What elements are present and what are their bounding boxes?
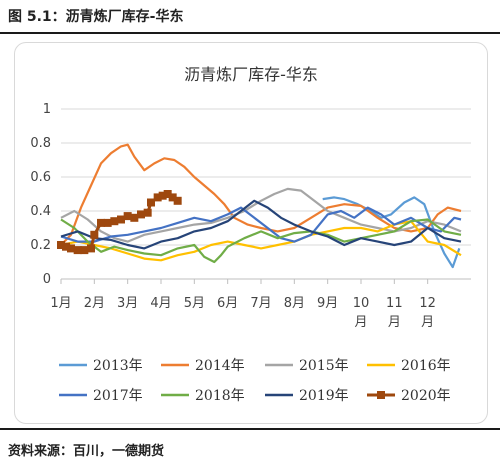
series-marker-2020 [73, 246, 82, 255]
chart-frame: 沥青炼厂库存-华东 0 0.2 0.4 0.6 0.8 1 1月 2月 3月 4月 5月 6月 7月 8月… [14, 42, 488, 424]
series-line-2014 [60, 143, 462, 246]
figure-title: 图 5.1：沥青炼厂库存-华东 [8, 9, 184, 25]
series-marker-2020 [147, 198, 155, 207]
x-tick-label-line2: 月 [421, 315, 434, 330]
legend-label: 2020年 [401, 388, 451, 404]
x-tick-label: 11 [386, 296, 403, 311]
x-tick-label: 1月 [50, 296, 71, 311]
x-tick-label: 4月 [150, 296, 171, 311]
series-line-2018 [60, 218, 462, 264]
y-tick-label: 1 [43, 102, 51, 117]
legend-label: 2019年 [299, 388, 349, 404]
x-tick-label: 3月 [117, 296, 138, 311]
legend-label: 2013年 [93, 358, 143, 374]
x-tick-label: 6月 [217, 296, 238, 311]
series-marker-2020 [158, 191, 167, 200]
x-tick-label: 12 [419, 296, 436, 311]
series-marker-2020 [123, 212, 132, 221]
y-tick-label: 0.2 [30, 238, 51, 253]
x-tick-label: 5月 [184, 296, 205, 311]
source-note: 资料来源：百川，一德期货 [8, 444, 165, 459]
series-line-2017 [60, 206, 462, 243]
series-marker-2020 [67, 244, 75, 253]
figure-header: 图 5.1：沥青炼厂库存-华东 [0, 0, 500, 30]
x-tick-label-line2: 月 [388, 315, 401, 330]
series-marker-2020 [103, 218, 112, 227]
series-marker-2020 [130, 213, 139, 222]
header-rule [0, 32, 500, 34]
legend-label: 2016年 [401, 358, 451, 374]
series-marker-2020 [153, 193, 162, 202]
series-marker-2020 [90, 230, 99, 239]
y-tick-label: 0.6 [30, 170, 51, 185]
legend-label: 2014年 [195, 358, 245, 374]
x-tick-label: 10 [353, 296, 370, 311]
chart-title: 沥青炼厂库存-华东 [184, 65, 318, 84]
y-tick-label: 0.4 [30, 204, 51, 219]
x-tick-label: 2月 [84, 296, 105, 311]
footer-rule [0, 428, 500, 430]
series-marker-2020 [97, 218, 105, 227]
series-marker-2020 [173, 196, 182, 205]
series-marker-2020 [57, 241, 65, 249]
legend-marker [377, 391, 385, 399]
series-marker-2020 [143, 208, 152, 217]
y-tick-label: 0.8 [30, 136, 51, 151]
series-marker-2020 [163, 190, 172, 198]
series-line-2015 [60, 187, 462, 243]
x-tick-label: 8月 [284, 296, 305, 311]
series-marker-2020 [137, 210, 145, 219]
series-marker-2020 [168, 193, 177, 202]
legend-label: 2015年 [299, 358, 349, 374]
x-tick-label: 9月 [317, 296, 338, 311]
y-tick-label: 0 [43, 272, 51, 287]
x-tick-label: 7月 [250, 296, 271, 311]
legend-label: 2018年 [195, 388, 245, 404]
series-marker-2020 [117, 215, 125, 224]
x-tick-label-line2: 月 [354, 315, 367, 330]
series-line-2013 [322, 196, 461, 269]
legend-label: 2017年 [93, 388, 143, 404]
series-marker-2020 [87, 244, 95, 253]
series-marker-2020 [110, 217, 119, 226]
series-line-2019 [60, 199, 462, 250]
series-marker-2020 [62, 242, 70, 251]
series-marker-2020 [80, 246, 89, 255]
